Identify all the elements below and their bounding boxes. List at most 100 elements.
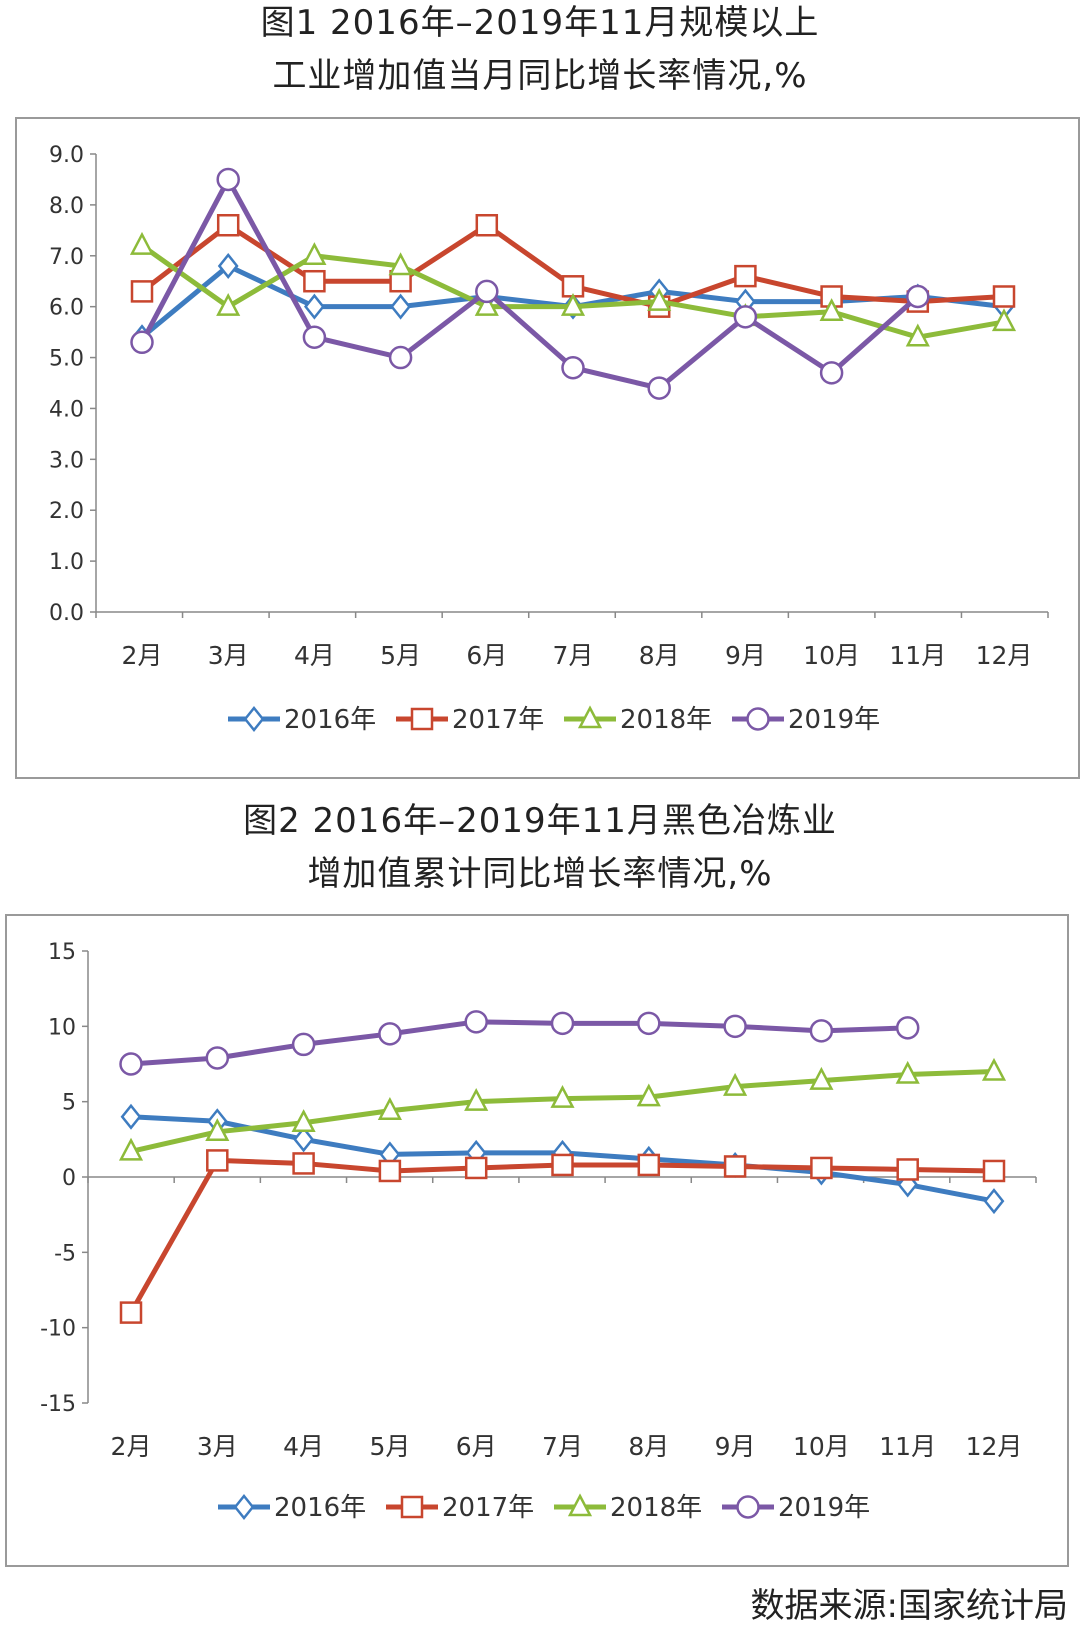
legend-item: 2016年 — [228, 705, 376, 735]
y-tick-label: 9.0 — [49, 143, 84, 168]
legend-marker-circle — [746, 707, 770, 731]
x-tick-label: 6月 — [466, 641, 507, 670]
x-tick-label: 10月 — [803, 641, 860, 670]
data-point-circle — [895, 1016, 920, 1040]
chart2: -15 -10 -5 0 5 10 15 2月 3月 4月 5月 6月 7月 8月 9月 10月 11月 12月 2… — [40, 940, 1037, 1523]
data-point-circle — [378, 1022, 402, 1046]
y-tick-label: 5 — [62, 1091, 76, 1116]
data-point-circle — [819, 361, 844, 385]
data-point-triangle — [129, 231, 155, 255]
data-point-diamond — [390, 293, 412, 320]
x-tick-label: 5月 — [369, 1432, 410, 1461]
legend-item: 2017年 — [396, 705, 544, 735]
data-point-circle — [561, 355, 585, 380]
data-point-triangle — [819, 298, 844, 322]
data-point-square — [810, 1156, 833, 1180]
legend-marker-diamond — [243, 705, 265, 733]
chart2-title-line1: 图2 2016年–2019年11月黑色冶炼业 — [243, 801, 837, 841]
x-tick-label: 10月 — [793, 1432, 850, 1461]
y-tick-label: -5 — [54, 1241, 76, 1266]
x-tick-label: 3月 — [208, 641, 249, 670]
data-point-triangle — [647, 287, 672, 311]
data-point-square — [551, 1153, 574, 1177]
y-tick-label: 3.0 — [49, 448, 84, 473]
data-point-triangle — [205, 1118, 230, 1142]
data-point-triangle — [550, 1084, 575, 1108]
x-tick-label: 8月 — [639, 641, 680, 670]
data-point-triangle — [905, 323, 930, 347]
legend-item: 2019年 — [722, 1493, 870, 1523]
data-point-square — [734, 264, 757, 288]
y-tick-label: 5.0 — [49, 347, 84, 372]
x-tick-label: 12月 — [966, 1432, 1023, 1461]
chart1-title-line1: 图1 2016年–2019年11月规模以上 — [260, 3, 820, 43]
data-point-circle — [550, 1011, 575, 1036]
data-point-triangle — [981, 1057, 1007, 1081]
series-2018年 — [118, 1057, 1007, 1161]
data-point-triangle — [291, 1109, 316, 1133]
legend-label: 2016年 — [274, 1493, 366, 1523]
legend-label: 2018年 — [610, 1493, 702, 1523]
y-tick-label: 6.0 — [49, 296, 84, 321]
data-point-circle — [291, 1032, 316, 1057]
data-point-triangle — [474, 292, 499, 316]
x-tick-label: 11月 — [879, 1432, 936, 1461]
series-2017年 — [130, 213, 1016, 318]
chart1-frame — [15, 117, 1080, 779]
data-point-circle — [216, 167, 240, 192]
data-point-square — [464, 1156, 488, 1180]
legend-label: 2019年 — [788, 705, 880, 735]
data-point-circle — [302, 325, 327, 349]
x-tick-label: 9月 — [715, 1432, 756, 1461]
data-point-triangle — [302, 242, 327, 266]
x-tick-label: 2月 — [122, 641, 163, 670]
data-point-square — [896, 1158, 919, 1181]
data-point-square — [216, 213, 240, 237]
data-point-square — [206, 1149, 229, 1172]
x-tick-label: 2月 — [111, 1432, 152, 1461]
data-point-square — [723, 1155, 747, 1178]
x-tick-label: 7月 — [553, 641, 594, 670]
series-line — [130, 1019, 908, 1067]
data-point-square — [292, 1152, 315, 1175]
data-point-circle — [733, 305, 758, 329]
legend-marker-triangle — [567, 1493, 593, 1517]
y-tick-label: 0 — [62, 1166, 76, 1191]
data-point-triangle — [216, 292, 241, 316]
y-tick-label: 7.0 — [49, 245, 84, 270]
series-2018年 — [129, 231, 1017, 347]
legend-marker-triangle — [577, 705, 603, 729]
x-tick-label: 12月 — [976, 641, 1033, 670]
legend-label: 2016年 — [284, 705, 376, 735]
data-point-square — [130, 280, 154, 303]
y-tick-label: 10 — [48, 1015, 76, 1040]
data-point-triangle — [809, 1066, 834, 1090]
data-point-triangle — [464, 1087, 489, 1111]
series-line — [139, 176, 920, 391]
data-point-circle — [388, 345, 413, 370]
data-point-circle — [647, 376, 671, 400]
x-tick-label: 3月 — [197, 1432, 238, 1461]
data-point-circle — [906, 284, 930, 309]
data-point-triangle — [636, 1083, 661, 1107]
legend-item: 2018年 — [564, 705, 712, 735]
data-point-circle — [205, 1046, 230, 1070]
legend-item: 2019年 — [732, 705, 880, 735]
chart1: 0.0 1.0 2.0 3.0 4.0 5.0 6.0 7.0 8.0 9.0 2月 3月 4月 5月 6月… — [49, 143, 1049, 735]
data-point-circle — [130, 330, 154, 355]
data-point-square — [992, 285, 1016, 308]
y-tick-label: 1.0 — [49, 550, 84, 575]
data-point-square — [378, 1159, 402, 1183]
data-point-square — [303, 269, 326, 293]
legend-item: 2018年 — [554, 1493, 702, 1523]
y-tick-label: 4.0 — [49, 397, 84, 422]
x-tick-label: 9月 — [725, 641, 766, 670]
legend-marker-diamond — [233, 1493, 255, 1521]
legend-label: 2019年 — [778, 1493, 870, 1523]
y-tick-label: -15 — [40, 1392, 76, 1417]
data-point-triangle — [377, 1097, 402, 1120]
data-point-triangle — [388, 252, 413, 276]
x-tick-label: 11月 — [889, 641, 946, 670]
x-tick-label: 4月 — [283, 1432, 324, 1461]
